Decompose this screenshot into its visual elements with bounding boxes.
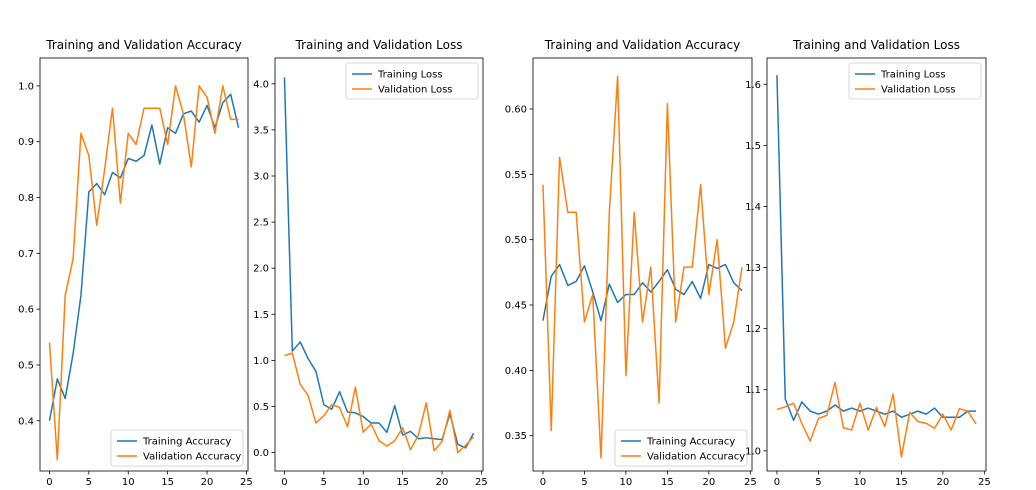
y-tick-label: 1.5 <box>253 310 269 321</box>
legend-box <box>848 62 982 100</box>
axes-frame <box>766 57 987 472</box>
legend: Training Loss Validation Loss <box>848 62 982 100</box>
chart-title: Training and Validation Accuracy <box>45 38 241 52</box>
y-tick-label: 3.0 <box>253 172 269 183</box>
y-tick-label: 0.55 <box>505 170 527 181</box>
x-tick-label: 15 <box>161 477 174 488</box>
x-tick-label: 0 <box>281 477 287 488</box>
y-tick-label: 0.0 <box>253 448 269 459</box>
y-tick-label: 1.0 <box>18 81 34 92</box>
x-tick-label: 10 <box>122 477 135 488</box>
y-tick-label: 0.35 <box>505 431 527 442</box>
y-tick-label: 2.0 <box>253 264 269 275</box>
y-tick-label: 1.1 <box>745 385 761 396</box>
y-tick-label: 1.3 <box>745 263 761 274</box>
chart-title: Training and Validation Loss <box>295 38 463 52</box>
x-tick-label: 15 <box>661 477 674 488</box>
x-tick-label: 10 <box>620 477 633 488</box>
x-tick-label: 5 <box>321 477 327 488</box>
y-tick-label: 4.0 <box>253 79 269 90</box>
legend: Training Accuracy Validation Accuracy <box>614 429 748 467</box>
legend-label: Training Loss <box>377 70 443 81</box>
y-tick-label: 0.5 <box>18 360 34 371</box>
series-line-training <box>776 75 977 422</box>
legend-label: Validation Loss <box>378 85 453 96</box>
y-tick-label: 1.6 <box>745 80 761 91</box>
series-line-validation <box>542 75 743 459</box>
legend: Training Accuracy Validation Accuracy <box>110 429 244 467</box>
legend-label: Training Accuracy <box>646 437 735 448</box>
axes-frame <box>39 57 249 472</box>
chart-title: Training and Validation Loss <box>792 38 960 52</box>
legend-box <box>110 429 244 467</box>
x-tick-label: 10 <box>854 477 867 488</box>
axes-frame <box>532 57 753 472</box>
y-tick-label: 0.45 <box>505 301 527 312</box>
chart-title: Training and Validation Accuracy <box>544 38 740 52</box>
chart-panel-1: Training and Validation Accuracy 0 5 10 15 20… <box>18 38 253 488</box>
series-line-validation <box>48 85 239 461</box>
x-tick-label: 20 <box>201 477 214 488</box>
y-tick-label: 1.0 <box>253 356 269 367</box>
legend-label: Training Loss <box>880 70 946 81</box>
x-tick-label: 5 <box>86 477 92 488</box>
series-line-validation <box>776 381 977 458</box>
y-tick-label: 0.4 <box>18 416 34 427</box>
x-tick-label: 5 <box>815 477 821 488</box>
y-tick-label: 3.5 <box>253 125 269 136</box>
legend-label: Validation Accuracy <box>143 452 241 463</box>
y-tick-label: 0.7 <box>18 249 34 260</box>
x-tick-label: 25 <box>744 477 757 488</box>
x-tick-label: 25 <box>240 477 253 488</box>
x-tick-label: 0 <box>540 477 546 488</box>
y-tick-label: 1.4 <box>745 202 761 213</box>
legend-label: Validation Accuracy <box>647 452 745 463</box>
x-tick-label: 0 <box>774 477 780 488</box>
x-tick-label: 5 <box>581 477 587 488</box>
legend-box <box>614 429 748 467</box>
chart-panel-3: Training and Validation Accuracy 0 5 10 15 20… <box>505 38 757 488</box>
y-tick-label: 0.40 <box>505 366 527 377</box>
y-tick-label: 0.8 <box>18 193 34 204</box>
y-tick-label: 2.5 <box>253 218 269 229</box>
x-tick-label: 20 <box>936 477 949 488</box>
legend-label: Validation Loss <box>881 85 956 96</box>
series-line-validation <box>284 352 475 454</box>
y-tick-label: 1.0 <box>745 446 761 457</box>
series-line-training <box>283 77 475 449</box>
x-tick-label: 20 <box>702 477 715 488</box>
y-tick-label: 0.5 <box>253 402 269 413</box>
x-tick-label: 15 <box>895 477 908 488</box>
series-line-training <box>542 263 743 322</box>
y-tick-label: 1.2 <box>745 324 761 335</box>
y-tick-label: 0.50 <box>505 235 527 246</box>
legend-box <box>345 62 479 100</box>
chart-panel-2: Training and Validation Loss 0 5 10 15 20 25 0.… <box>253 38 488 488</box>
x-tick-label: 15 <box>396 477 409 488</box>
x-tick-label: 0 <box>46 477 52 488</box>
series-line-training <box>48 93 240 421</box>
y-tick-label: 0.60 <box>505 104 527 115</box>
x-tick-label: 25 <box>475 477 488 488</box>
y-tick-label: 0.6 <box>18 305 34 316</box>
chart-panel-4: Training and Validation Loss 0 5 10 15 20 25 1.… <box>745 38 991 488</box>
x-tick-label: 20 <box>436 477 449 488</box>
y-tick-label: 0.9 <box>18 137 34 148</box>
x-tick-label: 10 <box>357 477 370 488</box>
legend-label: Training Accuracy <box>142 437 231 448</box>
axes-frame <box>274 57 484 472</box>
legend: Training Loss Validation Loss <box>345 62 479 100</box>
y-tick-label: 1.5 <box>745 141 761 152</box>
x-tick-label: 25 <box>978 477 991 488</box>
